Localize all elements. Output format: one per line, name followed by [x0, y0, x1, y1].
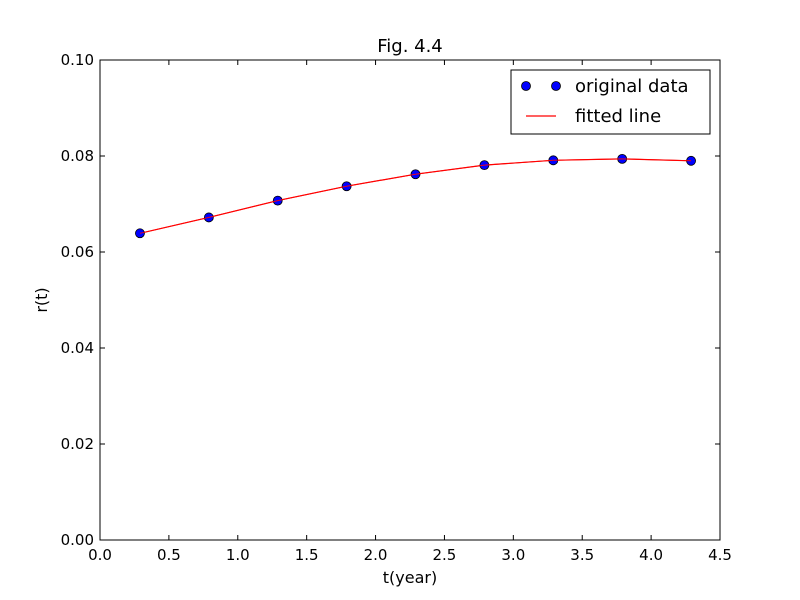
x-tick-label: 0.5 [157, 546, 181, 564]
legend-label-fitted-line: fitted line [575, 106, 661, 127]
x-tick-label: 3.0 [501, 546, 525, 564]
x-axis-title: t(year) [383, 568, 437, 587]
x-tick-label: 1.0 [226, 546, 250, 564]
ticks-layer: 0.0 0.5 1.0 1.5 2.0 2.5 3.0 3.5 4.0 4.5 0.00 0.02 0.… [61, 51, 732, 564]
x-tick-label: 1.5 [295, 546, 319, 564]
x-tick-label: 3.5 [570, 546, 594, 564]
legend-box [510, 69, 711, 135]
y-tick-label: 0.00 [61, 531, 94, 549]
plot-frame [99, 59, 721, 541]
x-tick-label: 0.0 [88, 546, 112, 564]
y-tick-label: 0.10 [61, 51, 94, 69]
y-tick-label: 0.08 [61, 147, 94, 165]
chart-title: Fig. 4.4 [377, 36, 443, 57]
legend-label-original-data: original data [575, 76, 689, 97]
data-point [135, 228, 145, 239]
legend: original data fitted line [510, 69, 711, 135]
y-tick-label: 0.02 [61, 435, 94, 453]
legend-marker-icon [551, 81, 561, 91]
plot-area [100, 60, 720, 540]
data-layer [135, 153, 696, 239]
x-tick-label: 2.0 [364, 546, 388, 564]
y-axis-title: r(t) [32, 287, 51, 312]
y-tick-label: 0.04 [61, 339, 94, 357]
x-tick-label: 4.5 [708, 546, 732, 564]
legend-marker-icon [521, 81, 531, 91]
x-tick-label: 2.5 [433, 546, 457, 564]
x-tick-label: 4.0 [639, 546, 663, 564]
fitted-line-overlay [139, 158, 692, 234]
y-tick-label: 0.06 [61, 243, 94, 261]
